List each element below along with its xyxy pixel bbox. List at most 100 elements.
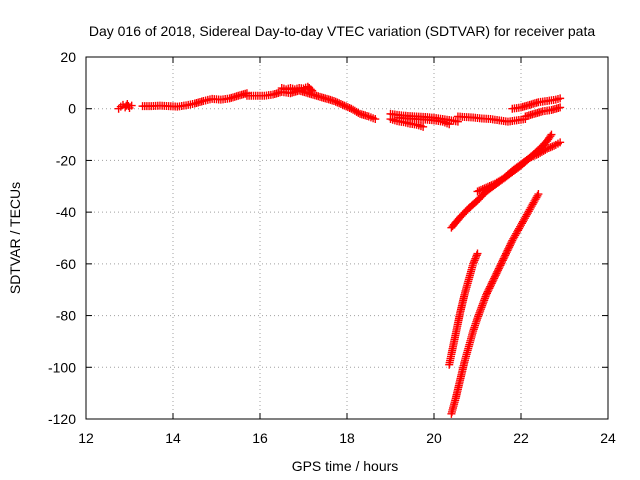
- data-point: [523, 209, 532, 218]
- data-point: [306, 85, 315, 94]
- data-point: [480, 184, 489, 193]
- data-point: [331, 97, 340, 106]
- data-point: [526, 203, 535, 212]
- data-point: [513, 227, 522, 236]
- data-point: [518, 217, 527, 226]
- series-10: [447, 138, 565, 232]
- data-point: [469, 258, 478, 267]
- data-point: [471, 254, 480, 263]
- data-point: [419, 122, 428, 131]
- series-12: [445, 249, 482, 369]
- data-point: [482, 183, 491, 192]
- data-point: [470, 256, 479, 265]
- data-point: [556, 103, 565, 112]
- series-8: [508, 94, 565, 113]
- data-point: [329, 96, 338, 105]
- data-point: [333, 98, 342, 107]
- x-tick-label: 12: [78, 430, 94, 446]
- data-point: [522, 210, 531, 219]
- data-point: [336, 100, 345, 109]
- data-point: [548, 142, 557, 151]
- data-point: [556, 138, 565, 147]
- series-9: [521, 103, 565, 121]
- data-point: [532, 193, 541, 202]
- data-point: [354, 108, 363, 117]
- data-point: [469, 259, 478, 268]
- data-point: [541, 145, 550, 154]
- data-point: [485, 182, 494, 191]
- data-point: [544, 144, 553, 153]
- data-point: [534, 190, 543, 199]
- series-1: [138, 89, 251, 111]
- series-13: [447, 190, 543, 418]
- data-point: [514, 226, 523, 235]
- data-point: [556, 94, 565, 103]
- data-point: [483, 182, 492, 191]
- data-point: [335, 99, 344, 108]
- data-point: [342, 102, 351, 111]
- y-tick-label: -60: [56, 256, 76, 272]
- data-point: [525, 205, 534, 214]
- y-tick-label: -120: [48, 411, 76, 427]
- series-0: [114, 100, 136, 113]
- data-point: [530, 196, 539, 205]
- y-tick-label: -20: [56, 152, 76, 168]
- data-point: [472, 251, 481, 260]
- data-point: [489, 180, 498, 189]
- x-tick-label: 20: [426, 430, 442, 446]
- data-point: [340, 101, 349, 110]
- data-point: [546, 132, 555, 141]
- data-point: [511, 231, 520, 240]
- y-tick-label: 20: [60, 49, 76, 65]
- y-tick-label: -80: [56, 308, 76, 324]
- data-point: [517, 221, 525, 230]
- grid: [86, 57, 608, 419]
- series-6: [395, 113, 454, 129]
- data-point: [520, 214, 529, 223]
- data-point: [478, 185, 487, 194]
- data-point: [509, 234, 518, 243]
- data-point: [517, 219, 526, 228]
- x-tick-label: 22: [513, 430, 529, 446]
- data-point: [519, 215, 528, 224]
- data-point: [345, 103, 354, 112]
- series-3: [277, 82, 317, 95]
- data-point: [524, 207, 533, 216]
- data-point: [507, 238, 516, 247]
- data-point: [543, 144, 552, 153]
- data-point: [529, 198, 538, 207]
- y-tick-label: -40: [56, 204, 76, 220]
- data-point: [521, 212, 530, 221]
- y-axis-label: SDTVAR / TECUs: [7, 182, 23, 294]
- data-point: [508, 236, 517, 245]
- data-point: [472, 252, 481, 261]
- x-tick-label: 18: [339, 430, 355, 446]
- data-point: [475, 186, 484, 195]
- plot-points: [114, 82, 565, 418]
- y-tick-label: -100: [48, 359, 76, 375]
- data-point: [338, 100, 347, 109]
- x-tick-label: 24: [600, 430, 616, 446]
- data-point: [528, 200, 537, 209]
- data-point: [512, 229, 521, 238]
- series-11: [473, 130, 556, 196]
- data-point: [473, 249, 482, 258]
- data-point: [487, 181, 496, 190]
- x-ticks: 12 14 16 18 20 22 24: [78, 57, 616, 446]
- data-point: [473, 187, 482, 196]
- x-tick-label: 14: [165, 430, 181, 446]
- chart-title: Day 016 of 2018, Sidereal Day-to-day VTE…: [89, 23, 596, 39]
- data-point: [547, 130, 556, 139]
- x-axis-label: GPS time / hours: [292, 458, 399, 474]
- x-tick-label: 16: [252, 430, 268, 446]
- data-point: [531, 195, 540, 204]
- y-ticks: -120 -100 -80 -60 -40 -20 0 20: [48, 49, 608, 427]
- data-point: [527, 202, 536, 211]
- data-point: [515, 224, 524, 233]
- data-point: [546, 143, 555, 152]
- data-point: [308, 86, 317, 95]
- y-tick-label: 0: [68, 101, 76, 117]
- data-point: [127, 101, 136, 110]
- data-point: [510, 233, 519, 242]
